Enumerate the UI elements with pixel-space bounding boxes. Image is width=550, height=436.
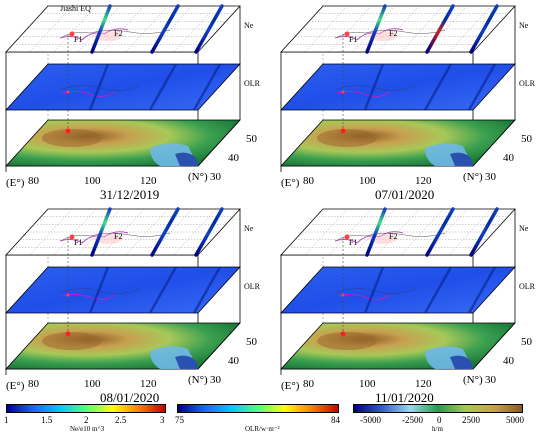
lat-tick-30: 30 xyxy=(210,171,221,183)
ne-layer-label: Ne xyxy=(519,224,529,233)
ne-track-1 xyxy=(150,4,180,54)
ne-layer-label: Ne xyxy=(244,21,254,30)
lat-tick-40: 40 xyxy=(503,152,514,164)
ne-tick-3: 2.5 xyxy=(115,415,127,425)
olr-layer-label: OLR xyxy=(244,79,260,88)
epicenter-label: Jiashi EQ xyxy=(60,4,91,13)
region-f2-label: F2 xyxy=(389,29,398,38)
olr-layer xyxy=(280,266,516,314)
panel-2: Ne OLR F1 F2 (E°) 80 100 120 (N°) 30 40 50 08/01/202… xyxy=(0,203,275,406)
panel-1: Ne OLR F1 F2 (E°) 80 100 120 (N°) 30 40 50 07/01/202… xyxy=(275,0,550,203)
ne-track-1 xyxy=(425,207,455,257)
ne-track-2 xyxy=(194,207,224,257)
terrain-layer xyxy=(280,119,516,167)
lon-unit-label: (E°) xyxy=(6,380,25,392)
ne-layer-label: Ne xyxy=(244,224,254,233)
panel-0: Ne OLR F1 F2 Jiashi EQ (E°) 80 100 120 (N°) 30 40 50… xyxy=(0,0,275,203)
olr-layer xyxy=(5,266,241,314)
ne-tick-1: 1.5 xyxy=(41,415,53,425)
region-f1-label: F1 xyxy=(349,35,358,44)
region-f1-label: F1 xyxy=(349,238,358,247)
region-f2-label: F2 xyxy=(389,232,398,241)
ne-colorbar xyxy=(6,404,166,413)
lat-tick-30: 30 xyxy=(210,374,221,386)
panel-3: Ne OLR F1 F2 (E°) 80 100 120 (N°) 30 40 50 11/01/202… xyxy=(275,203,550,406)
lon-tick-120: 120 xyxy=(415,378,432,390)
ne-tick-4: 3 xyxy=(160,415,165,425)
olr-layer-label: OLR xyxy=(519,282,535,291)
panel-date: 31/12/2019 xyxy=(100,187,160,202)
lon-tick-80: 80 xyxy=(28,378,39,390)
lon-unit-label: (E°) xyxy=(281,380,300,392)
lat-tick-50: 50 xyxy=(246,133,257,145)
elev-tick-1: -2500 xyxy=(402,415,423,425)
olr-layer-label: OLR xyxy=(244,282,260,291)
ne-track-2 xyxy=(469,207,499,257)
terrain-layer xyxy=(280,322,516,370)
elev-tick-0: -5000 xyxy=(360,415,381,425)
lon-tick-120: 120 xyxy=(140,175,157,187)
ne-track-0 xyxy=(90,207,112,257)
ne-track-2 xyxy=(469,4,499,54)
ne-track-1 xyxy=(150,207,180,257)
olr-layer-label: OLR xyxy=(519,79,535,88)
ne-track-0 xyxy=(365,207,387,257)
panel-date: 07/01/2020 xyxy=(375,187,435,202)
lat-tick-50: 50 xyxy=(521,336,532,348)
ne-tick-0: 1 xyxy=(4,415,9,425)
ne-layer-label: Ne xyxy=(519,21,529,30)
lat-tick-50: 50 xyxy=(246,336,257,348)
region-f1-label: F1 xyxy=(74,35,83,44)
lon-tick-80: 80 xyxy=(28,175,39,187)
ne-track-2 xyxy=(194,4,224,54)
lat-unit-label: (N°) xyxy=(188,171,208,183)
olr-tick-1: 84 xyxy=(331,415,340,425)
lon-tick-80: 80 xyxy=(303,175,314,187)
lat-unit-label: (N°) xyxy=(463,171,483,183)
lon-unit-label: (E°) xyxy=(281,177,300,189)
elev-tick-4: 5000 xyxy=(506,415,524,425)
lon-tick-80: 80 xyxy=(303,378,314,390)
lon-tick-120: 120 xyxy=(140,378,157,390)
lat-tick-40: 40 xyxy=(503,355,514,367)
region-f2-label: F2 xyxy=(114,29,123,38)
lon-tick-100: 100 xyxy=(84,175,101,187)
olr-layer xyxy=(5,63,241,111)
panel-date: 11/01/2020 xyxy=(375,390,434,405)
olr-layer xyxy=(280,63,516,111)
lon-tick-120: 120 xyxy=(415,175,432,187)
elev-tick-3: 2500 xyxy=(462,415,480,425)
lat-tick-30: 30 xyxy=(485,171,496,183)
lon-tick-100: 100 xyxy=(359,378,376,390)
lon-unit-label: (E°) xyxy=(6,177,25,189)
ne-track-0 xyxy=(90,4,112,54)
lat-unit-label: (N°) xyxy=(463,374,483,386)
elevation-colorbar xyxy=(353,404,523,413)
lon-tick-100: 100 xyxy=(84,378,101,390)
ne-track-1 xyxy=(425,4,455,54)
lon-tick-100: 100 xyxy=(359,175,376,187)
olr-tick-0: 75 xyxy=(175,415,184,425)
olr-unit: OLR/w·m⁻² xyxy=(245,425,280,433)
lat-tick-30: 30 xyxy=(485,374,496,386)
elev-unit: h/m xyxy=(432,425,443,433)
lat-unit-label: (N°) xyxy=(188,374,208,386)
lat-tick-40: 40 xyxy=(228,152,239,164)
terrain-layer xyxy=(5,322,241,370)
olr-colorbar xyxy=(177,404,339,413)
ne-unit: Ne/e10 m^3 xyxy=(70,425,105,433)
ne-track-0 xyxy=(365,4,387,54)
panel-date: 08/01/2020 xyxy=(100,390,160,405)
lat-tick-50: 50 xyxy=(521,133,532,145)
region-f2-label: F2 xyxy=(114,232,123,241)
region-f1-label: F1 xyxy=(74,238,83,247)
terrain-layer xyxy=(5,119,241,167)
ne-tick-2: 2 xyxy=(84,415,89,425)
lat-tick-40: 40 xyxy=(228,355,239,367)
elev-tick-2: 0 xyxy=(437,415,442,425)
